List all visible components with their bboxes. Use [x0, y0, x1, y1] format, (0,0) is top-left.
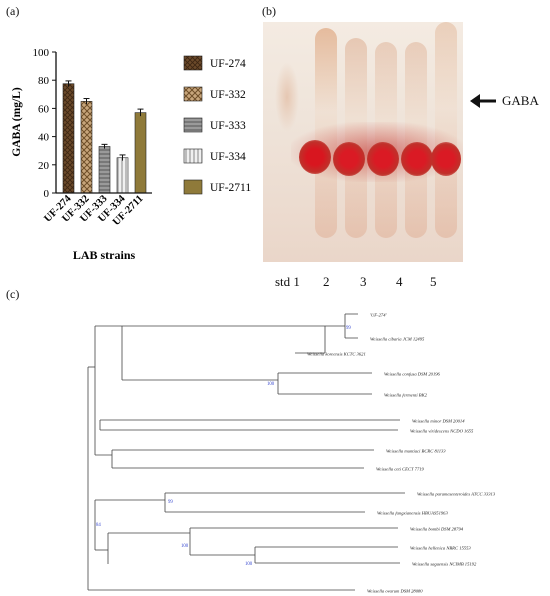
lane-label-std-1: std 1	[275, 274, 300, 289]
taxon-label: Weissella koreensis KCTC 3621	[307, 352, 366, 357]
taxon-label: 'UF-274'	[370, 313, 388, 318]
gaba-arrow-icon	[470, 94, 496, 108]
taxon-label: Weissella hellenica NBRC 15553	[410, 546, 471, 551]
taxon-label: Weissella minor DSM 20014	[412, 419, 465, 424]
taxon-label: Weissella bombi DSM 28794	[410, 527, 464, 532]
lane-label-2: 2	[323, 274, 330, 289]
y-tick-label: 60	[38, 103, 50, 115]
gaba-arrow-label: GABA	[502, 93, 539, 108]
taxon-label: Weissella paramesenteroides ATCC 33313	[417, 492, 496, 497]
x-axis-title: LAB strains	[73, 248, 136, 262]
gaba-bar-chart: 0 20 40 60 80 100 UF-274 UF-332 UF-333 UF-334 UF-…	[11, 47, 251, 262]
lane-label-3: 3	[360, 274, 367, 289]
taxon-label: Weissella cibaria JCM 12495	[370, 337, 425, 342]
bar-UF-334	[116, 157, 129, 194]
tlc-plate-photo	[263, 22, 463, 262]
tlc-spot-4	[401, 142, 433, 176]
y-tick-label: 0	[44, 188, 50, 200]
y-tick-label: 80	[38, 75, 50, 87]
tree-branches	[87, 313, 405, 591]
legend-label: UF-334	[210, 151, 246, 163]
tlc-spot-1	[299, 140, 331, 174]
panel-b-label: (b)	[262, 4, 276, 18]
bar-UF-2711	[134, 112, 147, 194]
panel-a-label: (a)	[6, 4, 20, 18]
legend-label: UF-332	[210, 89, 246, 101]
legend-label: UF-333	[210, 120, 246, 132]
legend-label: UF-2711	[210, 182, 251, 194]
legend-swatch	[183, 179, 203, 195]
legend-swatch	[183, 86, 203, 102]
legend-swatch	[183, 148, 203, 164]
tlc-spot-5	[431, 142, 461, 176]
y-tick-label: 40	[38, 132, 50, 144]
taxon-label: Weissella viridescens NCDO 1655	[410, 429, 474, 434]
tlc-spot-3	[367, 142, 399, 176]
legend-label: UF-274	[210, 58, 246, 70]
taxon-label: Weissella ceti CECT 7719	[376, 467, 425, 472]
taxon-label: Weissella confusa DSM 20196	[384, 372, 441, 377]
bootstrap-value: 84	[96, 523, 101, 528]
bootstrap-value: 100	[245, 562, 253, 567]
taxon-label: Weissella fangxianensis HBUAS51963	[377, 511, 448, 516]
phylogenetic-tree: 'UF-274' Weissella cibaria JCM 12495 Weiss…	[87, 313, 496, 594]
y-tick-label: 100	[33, 47, 50, 59]
legend-swatch	[183, 55, 203, 71]
legend-swatch	[183, 117, 203, 133]
panel-c-label: (c)	[6, 287, 20, 301]
y-tick-label: 20	[38, 160, 50, 172]
std-spot	[275, 62, 299, 132]
bar-UF-333	[98, 146, 111, 194]
bootstrap-value: 99	[346, 326, 351, 331]
taxon-label: Weissella sagaensis NCIMB 15192	[412, 562, 477, 567]
lane-label-4: 4	[396, 274, 403, 289]
bootstrap-value: 100	[181, 544, 189, 549]
bar-UF-274	[62, 83, 75, 194]
taxon-label: Weissella muntiaci BCRC 81133	[386, 449, 446, 454]
bootstrap-value: 100	[267, 382, 275, 387]
y-axis-title: GABA (mg/L)	[11, 87, 23, 156]
lane-label-5: 5	[430, 274, 437, 289]
tlc-spot-2	[333, 142, 365, 176]
bar-UF-332	[80, 101, 93, 194]
taxon-label: Weissella fermenti BK2	[384, 393, 428, 398]
taxon-label: Weissella ovarum DSM 28080	[367, 589, 423, 594]
bootstrap-value: 99	[168, 500, 173, 505]
